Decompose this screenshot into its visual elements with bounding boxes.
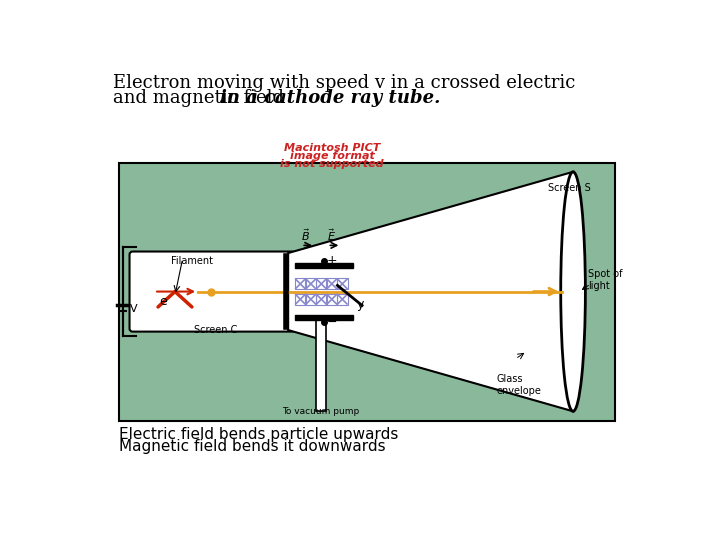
Bar <box>305 279 316 289</box>
Bar <box>315 317 326 411</box>
Text: Screen C: Screen C <box>194 325 238 335</box>
Bar <box>295 263 353 268</box>
Polygon shape <box>288 172 573 411</box>
Text: −: − <box>327 316 338 329</box>
Bar <box>305 294 316 305</box>
Text: y: y <box>356 298 364 310</box>
Text: Glass
envelope: Glass envelope <box>496 374 541 396</box>
Text: is not supported: is not supported <box>281 159 384 168</box>
Text: Spot of
light: Spot of light <box>588 269 623 291</box>
Bar <box>295 279 306 289</box>
Text: Electric field bends particle upwards: Electric field bends particle upwards <box>119 427 398 442</box>
Bar <box>119 163 616 421</box>
Text: Electron moving with speed v in a crossed electric: Electron moving with speed v in a crosse… <box>113 74 576 92</box>
Text: V: V <box>130 304 138 314</box>
FancyBboxPatch shape <box>130 252 295 332</box>
Bar <box>337 279 348 289</box>
Bar <box>295 315 353 320</box>
Text: image format: image format <box>290 151 374 161</box>
Ellipse shape <box>561 172 585 411</box>
Text: e: e <box>160 295 167 308</box>
Text: $\vec{E}$: $\vec{E}$ <box>328 227 336 243</box>
Text: Magnetic field bends it downwards: Magnetic field bends it downwards <box>119 439 385 454</box>
Bar <box>316 279 327 289</box>
Text: +: + <box>327 254 338 267</box>
Text: $\vec{B}$: $\vec{B}$ <box>301 227 310 243</box>
Bar <box>295 294 306 305</box>
Text: Screen S: Screen S <box>548 184 590 193</box>
Bar <box>316 294 327 305</box>
Bar <box>326 294 337 305</box>
Bar <box>326 279 337 289</box>
Bar <box>337 294 348 305</box>
Text: and magnetic field: and magnetic field <box>113 90 290 107</box>
Text: Filament: Filament <box>171 256 213 266</box>
Text: Macintosh PICT: Macintosh PICT <box>284 143 380 153</box>
Text: in a cathode ray tube.: in a cathode ray tube. <box>220 90 440 107</box>
Text: To vacuum pump: To vacuum pump <box>282 407 360 416</box>
